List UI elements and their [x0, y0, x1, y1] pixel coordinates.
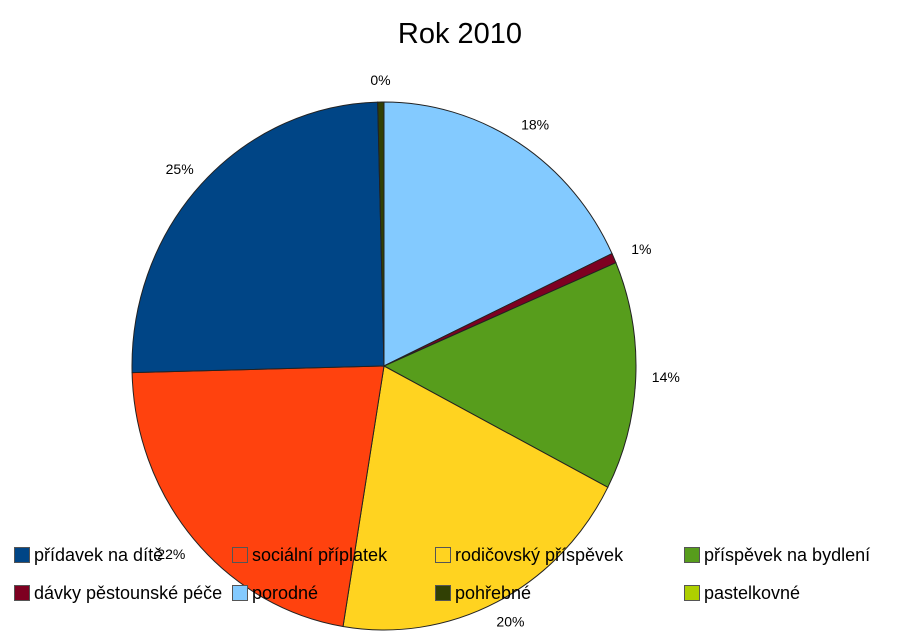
legend-label: příspěvek na bydlení [704, 545, 871, 565]
legend-item-pohrebne: pohřebné [435, 582, 531, 604]
pie-slice [131, 365, 385, 628]
slice-label: 1% [631, 241, 651, 257]
legend-label: porodné [252, 583, 319, 603]
slice-label: 18% [521, 117, 549, 133]
slice-label: 25% [166, 161, 194, 177]
slice-label: 14% [652, 369, 680, 385]
legend-label: sociální příplatek [252, 545, 388, 565]
legend-swatch [14, 585, 30, 601]
pie-slice [383, 101, 613, 367]
legend-swatch [684, 547, 700, 563]
legend-item-porodne: porodné [232, 582, 318, 604]
legend-label: přídavek na dítě [34, 545, 164, 565]
legend-label: pohřebné [455, 583, 532, 603]
legend-swatch [435, 585, 451, 601]
legend-swatch [14, 547, 30, 563]
legend-label: pastelkovné [704, 583, 801, 603]
pie-slice [377, 101, 385, 367]
legend-item-pastelkovne: pastelkovné [684, 582, 800, 604]
legend-item-rodicovsky: rodičovský příspěvek [435, 544, 623, 566]
slice-label: 20% [496, 614, 524, 630]
chart-title: Rok 2010 [398, 18, 522, 50]
legend: přídavek na dítě sociální příplatek rodi… [14, 538, 912, 633]
legend-swatch [232, 547, 248, 563]
legend-swatch [232, 585, 248, 601]
legend-item-bydleni: příspěvek na bydlení [684, 544, 870, 566]
legend-item-pridavek: přídavek na dítě [14, 544, 163, 566]
slice-label: 22% [157, 546, 185, 562]
legend-swatch [684, 585, 700, 601]
legend-item-pestounske: dávky pěstounské péče [14, 582, 224, 604]
slice-label: 0% [370, 72, 390, 88]
legend-label: rodičovský příspěvek [455, 545, 624, 565]
pie-slice [382, 262, 637, 489]
pie-slice [131, 101, 385, 374]
legend-item-socialni: sociální příplatek [232, 544, 387, 566]
legend-swatch [435, 547, 451, 563]
pie-slice [342, 365, 609, 631]
legend-label: dávky pěstounské péče [34, 583, 223, 603]
